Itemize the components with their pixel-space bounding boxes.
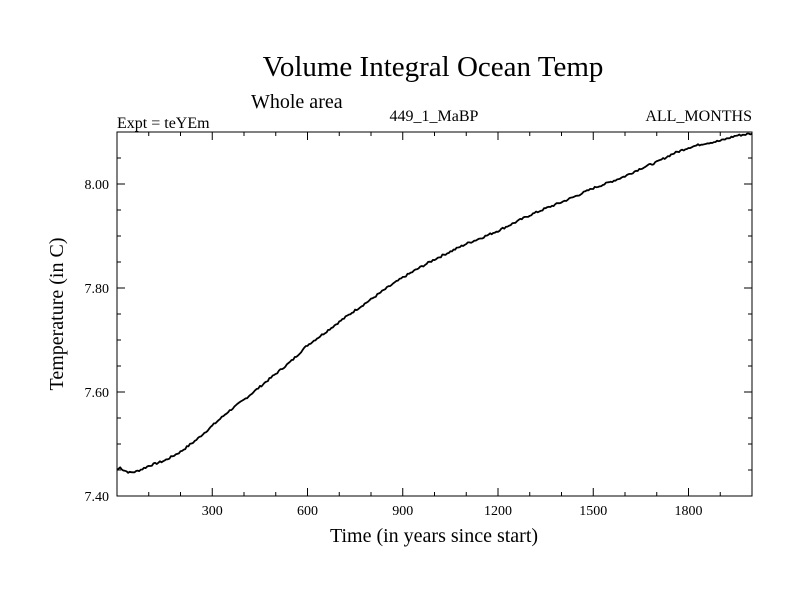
x-tick-label: 1800 xyxy=(675,504,703,519)
annotation-months: ALL_MONTHS xyxy=(645,108,752,125)
plot-frame xyxy=(116,131,753,497)
x-tick-label: 900 xyxy=(392,504,413,519)
x-tick-label: 300 xyxy=(202,504,223,519)
x-tick-label: 600 xyxy=(297,504,318,519)
y-axis-label: Temperature (in C) xyxy=(46,238,68,391)
x-tick-label: 1200 xyxy=(484,504,512,519)
annotation-dataset: 449_1_MaBP xyxy=(390,108,479,125)
y-tick-label: 7.60 xyxy=(85,386,110,401)
series-line xyxy=(116,132,753,474)
y-axis-ticks xyxy=(117,157,752,471)
x-axis-tick-labels: 300 600 900 1200 1500 1800 xyxy=(202,504,703,519)
x-axis-label: Time (in years since start) xyxy=(330,525,538,547)
y-axis-tick-labels: 7.40 7.60 7.80 8.00 xyxy=(85,178,110,505)
y-tick-label: 7.80 xyxy=(85,282,110,297)
y-tick-label: 7.40 xyxy=(85,490,110,505)
chart-title: Volume Integral Ocean Temp xyxy=(263,51,604,83)
x-axis-ticks xyxy=(148,132,721,496)
y-tick-label: 8.00 xyxy=(85,178,110,193)
chart-subtitle: Whole area xyxy=(251,91,343,113)
x-tick-label: 1500 xyxy=(579,504,607,519)
annotation-experiment: Expt = teYEm xyxy=(117,115,210,132)
